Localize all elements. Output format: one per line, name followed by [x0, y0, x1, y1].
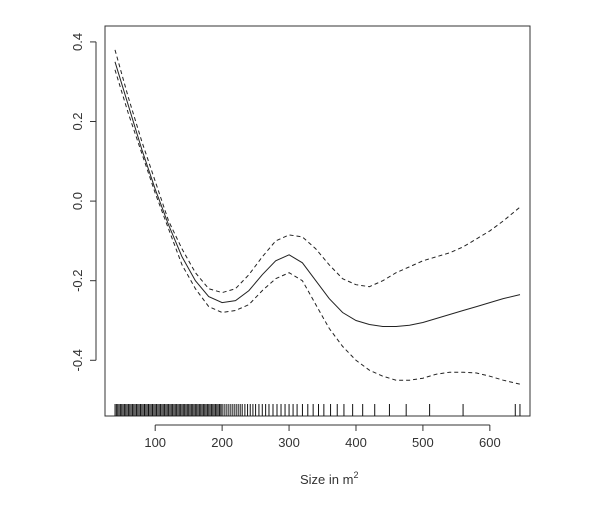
x-tick-label: 400 — [345, 435, 367, 450]
x-axis-title-text: Size in m — [300, 472, 353, 487]
smooth-effect-line — [114, 61, 521, 327]
plot-box — [104, 25, 531, 417]
rug-marks — [114, 404, 521, 416]
x-tick-label: 600 — [479, 435, 501, 450]
series-lines — [114, 49, 521, 385]
x-tick-label: 100 — [144, 435, 166, 450]
x-tick-label: 200 — [211, 435, 233, 450]
y-tick-label: -0.2 — [70, 269, 85, 291]
x-axis: 100 200 300 400 500 600 — [144, 424, 501, 450]
y-tick-label: 0.0 — [70, 192, 85, 210]
y-tick-label: 0.4 — [70, 33, 85, 51]
y-tick-label: 0.2 — [70, 112, 85, 130]
y-axis: -0.4 -0.2 0.0 0.2 0.4 — [70, 33, 97, 371]
y-tick-label: -0.4 — [70, 349, 85, 371]
x-axis-title-superscript: 2 — [353, 470, 358, 480]
x-axis-title: Size in m2 — [300, 470, 358, 487]
confidence-band-line — [114, 49, 521, 294]
x-tick-label: 500 — [412, 435, 434, 450]
x-tick-label: 300 — [278, 435, 300, 450]
confidence-band-line — [114, 69, 521, 385]
